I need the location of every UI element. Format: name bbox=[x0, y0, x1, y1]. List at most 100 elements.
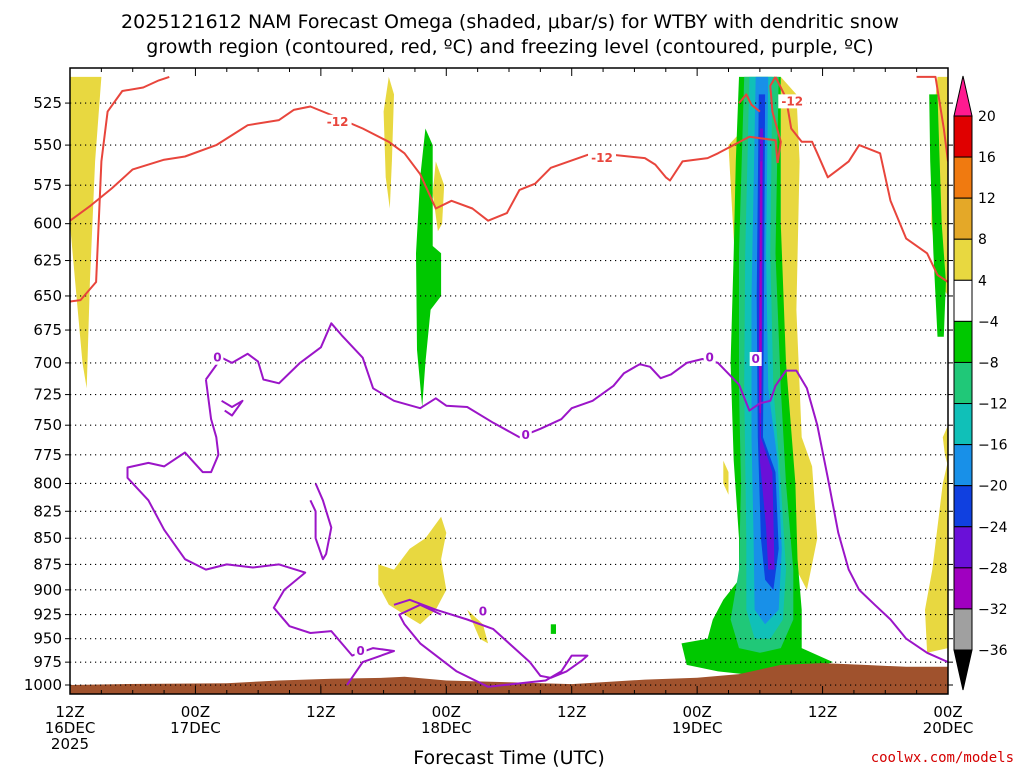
colorbar-bin bbox=[953, 197, 973, 240]
omega-region-6 bbox=[550, 624, 556, 634]
y-tick-label-775: 775 bbox=[33, 446, 62, 464]
x-tick-label: 00Z bbox=[682, 703, 711, 721]
y-tick-label-625: 625 bbox=[33, 252, 62, 270]
y-tick-label-750: 750 bbox=[33, 416, 62, 434]
contour-line-32 bbox=[309, 483, 333, 561]
y-tick-label-1000: 1000 bbox=[24, 676, 62, 694]
x-tick-label: 00Z bbox=[181, 703, 210, 721]
colorbar-tick-label: 20 bbox=[978, 109, 996, 125]
contour-label: -12 bbox=[327, 115, 349, 129]
x-tick-label: 20DEC bbox=[923, 719, 974, 737]
contour-line-24 bbox=[70, 105, 779, 222]
x-tick-label: 00Z bbox=[432, 703, 461, 721]
y-tick-label-525: 525 bbox=[33, 94, 62, 112]
chart-title-line-2: growth region (contoured, red, ºC) and f… bbox=[146, 36, 873, 58]
contour-label-bg bbox=[588, 151, 617, 166]
y-tick-label-850: 850 bbox=[33, 529, 62, 547]
contour-label: 0 bbox=[751, 352, 759, 366]
y-tick-label-600: 600 bbox=[33, 215, 62, 233]
colorbar-over-triangle bbox=[953, 75, 973, 117]
y-tick-label-700: 700 bbox=[33, 354, 62, 372]
y-tick-label-950: 950 bbox=[33, 630, 62, 648]
contour-label: 0 bbox=[213, 351, 221, 365]
colorbar-tick-label: −24 bbox=[978, 520, 1008, 536]
contour-label: 0 bbox=[356, 644, 364, 658]
plot-frame bbox=[69, 67, 949, 695]
colorbar-tick-label: −16 bbox=[978, 438, 1008, 454]
contour-line-25 bbox=[769, 76, 782, 164]
y-tick-label-650: 650 bbox=[33, 287, 62, 305]
contour-line-28 bbox=[916, 75, 948, 162]
colorbar-bin bbox=[953, 444, 973, 487]
x-tick-label: 19DEC bbox=[672, 719, 723, 737]
colorbar-tick-label: −32 bbox=[978, 602, 1008, 618]
colorbar-bin bbox=[953, 403, 973, 446]
contour-label: -12 bbox=[781, 94, 803, 108]
colorbar-tick-label: −12 bbox=[978, 397, 1008, 413]
omega-region-4 bbox=[378, 516, 447, 625]
omega-region-2 bbox=[432, 161, 445, 232]
contour-label-bg bbox=[211, 350, 224, 365]
contour-label: 0 bbox=[706, 351, 714, 365]
omega-region-5 bbox=[467, 609, 489, 644]
contour-label-bg bbox=[519, 427, 532, 442]
colorbar-bin bbox=[953, 608, 973, 651]
contour-line-31 bbox=[221, 399, 244, 417]
contour-label-bg bbox=[703, 350, 716, 365]
colorbar-tick-label: −36 bbox=[978, 643, 1008, 659]
contour-line-30 bbox=[126, 379, 395, 686]
chart-title-line-1: 2025121612 NAM Forecast Omega (shaded, μ… bbox=[121, 11, 899, 33]
pressure-axis: 525 550 575 600 625 650 675 700 725 750 775 800 825 8… bbox=[24, 94, 953, 694]
colorbar-bin bbox=[953, 361, 973, 405]
contour-label: 0 bbox=[522, 428, 530, 442]
omega-region-17 bbox=[759, 161, 762, 414]
y-tick-label-575: 575 bbox=[33, 176, 62, 194]
y-tick-label-975: 975 bbox=[33, 653, 62, 671]
contour-label: 0 bbox=[479, 605, 487, 619]
temperature-contours bbox=[70, 75, 948, 688]
colorbar-bin bbox=[953, 279, 973, 322]
x-axis-label: Forecast Time (UTC) bbox=[413, 747, 604, 768]
y-tick-label-725: 725 bbox=[33, 386, 62, 404]
colorbar-tick-label: −4 bbox=[978, 314, 999, 330]
contour-line-26 bbox=[774, 76, 948, 283]
omega-region-10 bbox=[723, 460, 729, 495]
x-tick-label: 2025 bbox=[51, 735, 89, 753]
colorbar-bin bbox=[953, 526, 973, 569]
y-tick-label-550: 550 bbox=[33, 136, 62, 154]
colorbar-tick-label: −28 bbox=[978, 561, 1008, 577]
contour-line-29 bbox=[205, 322, 948, 664]
colorbar-tick-label: 12 bbox=[978, 191, 996, 207]
omega-region-19 bbox=[929, 94, 946, 337]
x-tick-label: 18DEC bbox=[421, 719, 472, 737]
colorbar: 20 16 12 8 4 −4 −8 −12 −16 −20 −24 −28 −32 −36 bbox=[953, 75, 1008, 691]
omega-region-21 bbox=[942, 425, 948, 467]
omega-shading bbox=[70, 76, 948, 694]
contour-line-23 bbox=[70, 75, 170, 303]
credit-text: coolwx.com/models bbox=[871, 750, 1014, 766]
colorbar-tick-label: −8 bbox=[978, 355, 999, 371]
omega-region-0 bbox=[70, 76, 102, 389]
contour-label-bg bbox=[778, 94, 807, 109]
x-tick-label: 12Z bbox=[808, 703, 837, 721]
omega-region-22 bbox=[70, 663, 948, 694]
contour-line-33 bbox=[393, 598, 589, 688]
colorbar-tick-label: −20 bbox=[978, 479, 1008, 495]
colorbar-tick-label: 16 bbox=[978, 150, 996, 166]
colorbar-bin bbox=[953, 567, 973, 610]
y-tick-label-875: 875 bbox=[33, 555, 62, 573]
x-tick-label: 12Z bbox=[306, 703, 335, 721]
x-tick-label: 16DEC bbox=[45, 719, 96, 737]
x-tick-label: 12Z bbox=[557, 703, 586, 721]
pressure-gridlines bbox=[70, 102, 948, 686]
colorbar-bin bbox=[953, 320, 973, 363]
colorbar-bin bbox=[953, 156, 973, 199]
y-tick-label-675: 675 bbox=[33, 321, 62, 339]
omega-region-20 bbox=[925, 460, 948, 653]
y-tick-label-925: 925 bbox=[33, 606, 62, 624]
contour-line-27 bbox=[738, 93, 761, 113]
colorbar-under-triangle bbox=[953, 649, 973, 691]
contour-label: -12 bbox=[591, 151, 613, 165]
